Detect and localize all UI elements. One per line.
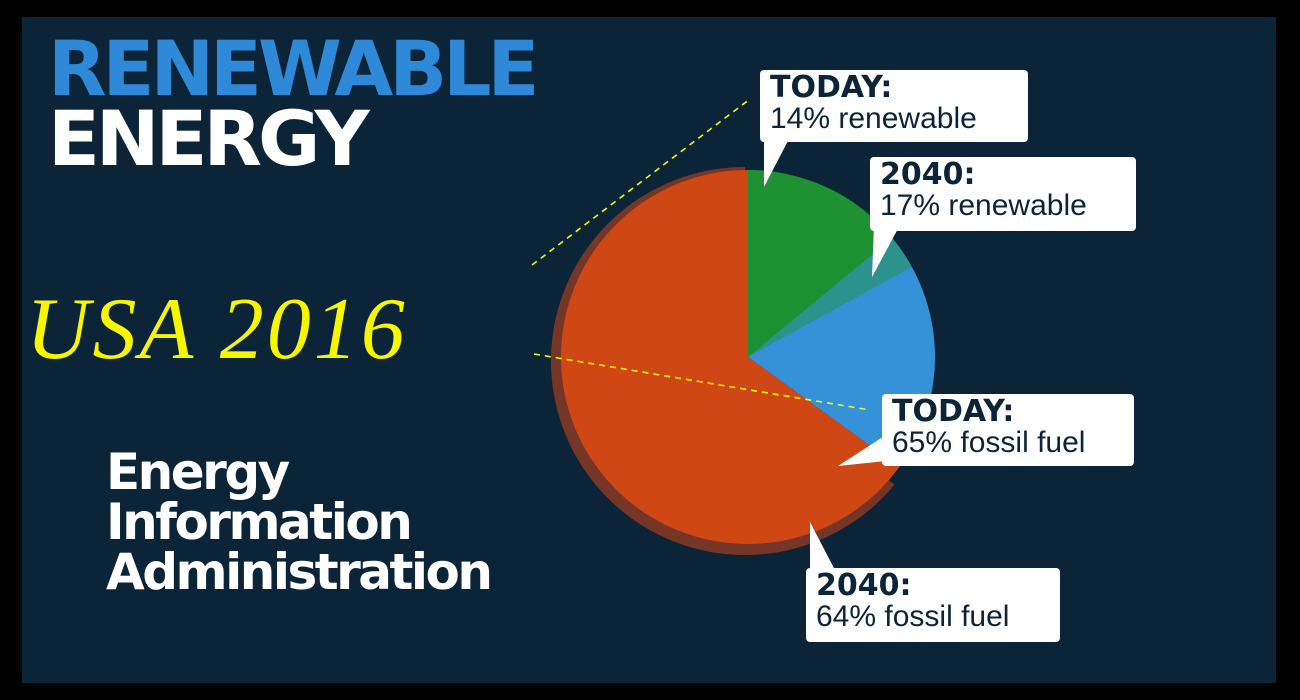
callout-2040-fossil-head: 2040:	[816, 568, 912, 603]
usa-2016-label: USA 2016	[26, 281, 408, 378]
fossil-slice	[561, 170, 900, 544]
renewable-slice	[748, 170, 893, 357]
guide-line-renewable	[531, 98, 751, 266]
callout-today-renewable: TODAY: 14% renewable	[760, 70, 1028, 142]
callout-2040-fossil-pointer	[810, 522, 836, 572]
callout-2040-renewable-body: 17% renewable	[880, 189, 1087, 222]
callout-2040-renewable-head: 2040:	[880, 157, 976, 192]
title-energy: ENERGY	[48, 94, 370, 183]
title-renewable: RENEWABLE	[48, 24, 539, 113]
pie-chart	[531, 98, 936, 572]
callout-2040-fossil-body: 64% fossil fuel	[816, 600, 1010, 633]
guide-line-fossil	[533, 353, 871, 411]
callout-today-fossil-body: 65% fossil fuel	[892, 426, 1086, 459]
source-line-3: Administration	[106, 543, 493, 601]
callout-today-fossil-pointer	[838, 435, 886, 466]
source-line-1: Energy	[106, 443, 290, 501]
poster-frame: RENEWABLE ENERGY USA 2016 Energy Informa…	[22, 17, 1276, 683]
callout-2040-renewable-pointer	[872, 225, 900, 277]
callout-today-fossil-head: TODAY:	[892, 394, 1015, 429]
callout-2040-fossil: 2040: 64% fossil fuel	[806, 568, 1060, 642]
callout-today-renewable-pointer	[764, 137, 790, 187]
source-line-2: Information	[106, 493, 413, 551]
callout-today-renewable-body: 14% renewable	[770, 102, 977, 135]
callout-today-fossil: TODAY: 65% fossil fuel	[882, 394, 1134, 466]
callout-2040-renewable: 2040: 17% renewable	[870, 157, 1136, 231]
source-label: Energy Information Administration	[106, 443, 493, 601]
pie-layer	[551, 137, 936, 572]
callout-today-renewable-head: TODAY:	[770, 70, 893, 105]
